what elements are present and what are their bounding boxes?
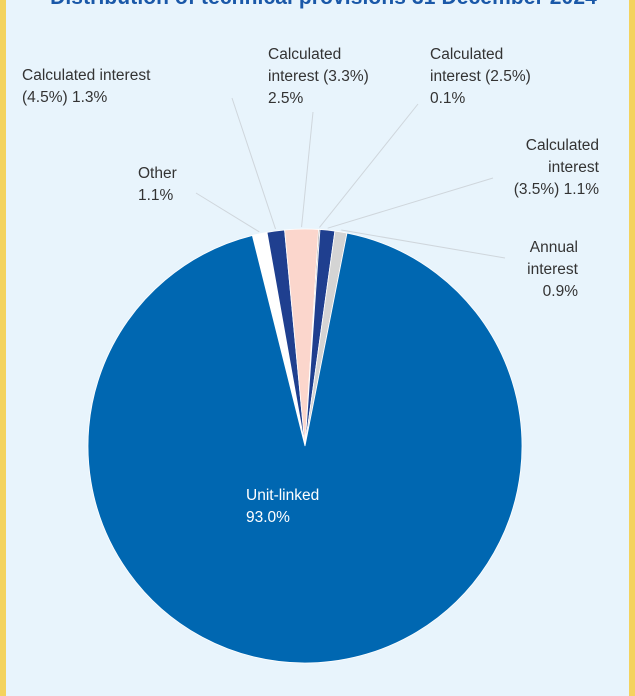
slice-label-calc-4-5: Calculated interest (22, 67, 151, 84)
slice-value-annual: 0.9% (543, 283, 579, 300)
slice-value-unit-linked: 93.0% (246, 509, 290, 526)
slice-unit-linked (87, 232, 523, 664)
slice-label-unit-linked: Unit-linked (246, 487, 319, 504)
chart-title: Distribution of technical provisions 31 … (6, 0, 635, 10)
leader-calc-3-5 (327, 177, 494, 229)
slice-label-other: Other (138, 165, 177, 182)
slice-label-calc-3-5-l1: Calculated (526, 137, 599, 154)
slice-label-calc-3-3-l2: interest (3.3%) (268, 68, 369, 85)
slice-label-annual-l2: interest (527, 261, 579, 278)
slice-value-calc-4-5: (4.5%) 1.3% (22, 89, 108, 106)
slice-label-annual-l1: Annual (530, 239, 578, 256)
leader-annual (341, 229, 506, 259)
slice-label-calc-3-5-l2: interest (548, 159, 600, 176)
leader-other (195, 192, 260, 233)
leader-calc-3-3 (301, 111, 314, 228)
slice-value-other: 1.1% (138, 187, 174, 204)
slice-label-calc-2-5-l2: interest (2.5%) (430, 68, 531, 85)
slice-value-calc-3-3: 2.5% (268, 90, 304, 107)
slice-value-calc-2-5: 0.1% (430, 90, 466, 107)
slice-label-calc-3-3-l1: Calculated (268, 46, 341, 63)
slice-value-calc-4-5-pct: 1.3% (72, 89, 108, 106)
slice-value-calc-3-5: (3.5%) 1.1% (514, 181, 600, 198)
slice-label-calc-2-5-l1: Calculated (430, 46, 503, 63)
slice-value-calc-3-5-pct: 1.1% (564, 181, 600, 198)
leader-calc-4-5 (231, 97, 276, 230)
leader-calc-2-5 (319, 103, 419, 228)
